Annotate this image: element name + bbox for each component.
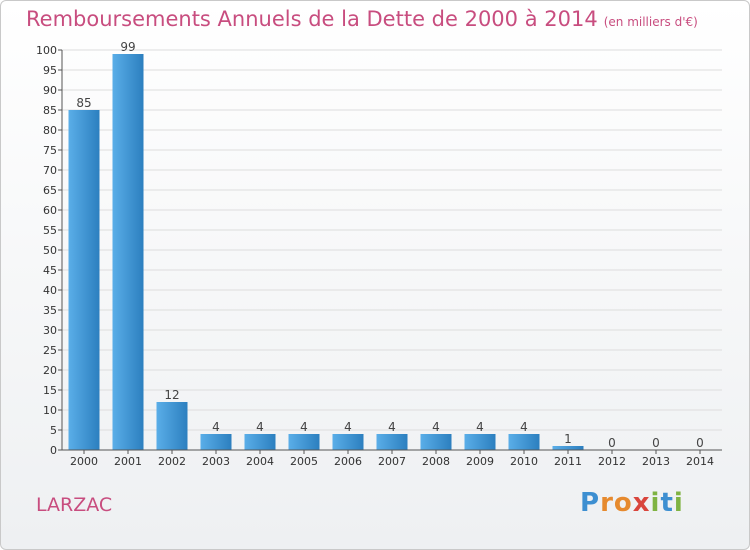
bar-2000 [68, 110, 100, 450]
bar-2004 [244, 434, 276, 450]
x-tick-label-2002: 2002 [158, 455, 186, 468]
data-label-2004: 4 [256, 420, 264, 434]
x-tick-label-2005: 2005 [290, 455, 318, 468]
place-name: LARZAC [36, 494, 113, 516]
logo-letter: r [600, 488, 614, 518]
bar-2011 [552, 446, 584, 450]
x-tick-label-2007: 2007 [378, 455, 406, 468]
y-tick-label: 45 [43, 264, 57, 277]
y-tick-label: 20 [43, 364, 57, 377]
y-tick-label: 85 [43, 104, 57, 117]
bars-layer: 85 99 12 4 4 4 4 4 4 4 4 1 0 0 0 [68, 40, 704, 450]
data-label-2007: 4 [388, 420, 396, 434]
y-tick-label: 10 [43, 404, 57, 417]
y-tick-label: 70 [43, 164, 57, 177]
x-tick-label-2012: 2012 [598, 455, 626, 468]
data-label-2002: 12 [164, 388, 179, 402]
data-label-2013: 0 [652, 436, 660, 450]
bar-2010 [508, 434, 540, 450]
bar-2009 [464, 434, 496, 450]
chart-title: Remboursements Annuels de la Dette de 20… [26, 7, 698, 31]
x-tick-label-2006: 2006 [334, 455, 362, 468]
y-tick-label: 50 [43, 244, 57, 257]
data-label-2008: 4 [432, 420, 440, 434]
y-tick-label: 75 [43, 144, 57, 157]
data-label-2014: 0 [696, 436, 704, 450]
y-tick-label: 5 [50, 424, 57, 437]
data-label-2010: 4 [520, 420, 528, 434]
data-label-2011: 1 [564, 432, 572, 446]
y-tick-label: 0 [50, 444, 57, 457]
x-tick-label-2013: 2013 [642, 455, 670, 468]
x-tick-label-2004: 2004 [246, 455, 274, 468]
bar-2005 [288, 434, 320, 450]
x-tick-label-2009: 2009 [466, 455, 494, 468]
y-tick-label: 60 [43, 204, 57, 217]
y-tick-label: 30 [43, 324, 57, 337]
bar-2002 [156, 402, 188, 450]
x-tick-label-2010: 2010 [510, 455, 538, 468]
y-tick-label: 65 [43, 184, 57, 197]
y-tick-label: 35 [43, 304, 57, 317]
y-tick-label: 25 [43, 344, 57, 357]
x-tick-label-2014: 2014 [686, 455, 714, 468]
data-label-2012: 0 [608, 436, 616, 450]
y-tick-label: 95 [43, 64, 57, 77]
bar-2007 [376, 434, 408, 450]
proxiti-logo[interactable]: Proxiti [580, 488, 684, 518]
data-label-2003: 4 [212, 420, 220, 434]
bar-2001 [112, 54, 144, 450]
x-axis-ticks: 2000 2001 2002 2003 2004 2005 2006 2007 2008 2009… [70, 450, 714, 468]
logo-letter: o [613, 488, 633, 518]
y-tick-label: 55 [43, 224, 57, 237]
x-tick-label-2000: 2000 [70, 455, 98, 468]
chart-title-text: Remboursements Annuels de la Dette de 20… [26, 7, 598, 31]
y-tick-label: 100 [36, 44, 57, 57]
logo-letter: i [673, 488, 684, 518]
x-tick-label-2011: 2011 [554, 455, 582, 468]
y-tick-label: 90 [43, 84, 57, 97]
y-axis-ticks: 0 5 10 15 20 25 30 35 40 45 50 55 60 65 70 75 80 85 90 95 10… [36, 44, 62, 457]
x-tick-label-2001: 2001 [114, 455, 142, 468]
logo-letter: t [660, 488, 674, 518]
logo-letter: x [632, 488, 651, 518]
grid-layer [62, 49, 722, 451]
y-tick-label: 15 [43, 384, 57, 397]
x-tick-label-2008: 2008 [422, 455, 450, 468]
logo-letter: P [580, 488, 601, 518]
data-label-2009: 4 [476, 420, 484, 434]
data-label-2006: 4 [344, 420, 352, 434]
data-label-2001: 99 [120, 40, 135, 54]
y-tick-label: 40 [43, 284, 57, 297]
chart-unit-label: (en milliers d'€) [603, 15, 698, 29]
data-label-2005: 4 [300, 420, 308, 434]
bar-2008 [420, 434, 452, 450]
bar-2006 [332, 434, 364, 450]
y-tick-label: 80 [43, 124, 57, 137]
logo-letter: i [650, 488, 661, 518]
data-label-2000: 85 [76, 96, 91, 110]
bar-2003 [200, 434, 232, 450]
x-tick-label-2003: 2003 [202, 455, 230, 468]
